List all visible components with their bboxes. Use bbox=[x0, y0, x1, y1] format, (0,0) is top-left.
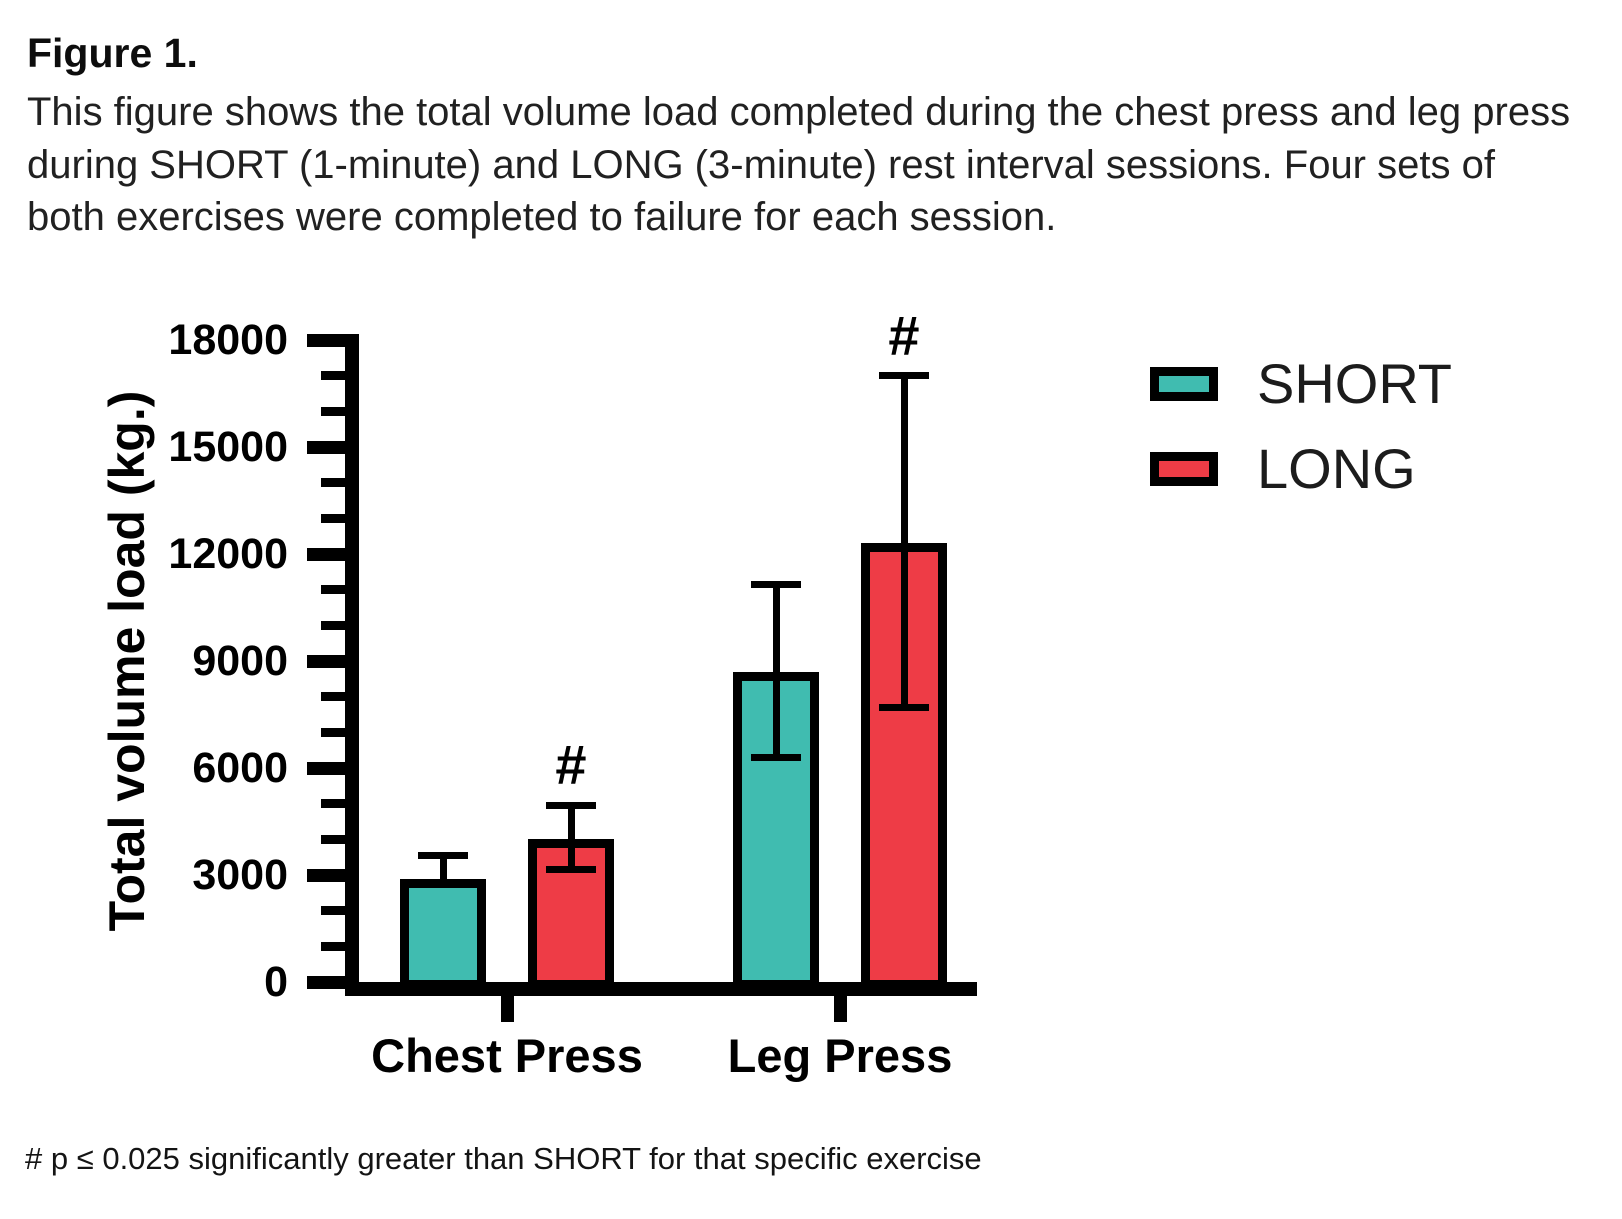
error-bar-stem-leg-press-long bbox=[900, 375, 908, 708]
bar-leg-press-long bbox=[861, 543, 947, 989]
y-axis-tick-label: 0 bbox=[264, 958, 288, 1006]
error-bar-lower-cap-leg-press-long bbox=[879, 703, 929, 711]
y-axis-minor-tick bbox=[321, 406, 347, 416]
y-axis-major-tick bbox=[307, 761, 347, 775]
significance-marker-chest-press-long: # bbox=[555, 733, 587, 797]
figure-caption: This figure shows the total volume load … bbox=[27, 90, 1571, 239]
bar-chest-press-short bbox=[400, 878, 486, 989]
error-bar-upper-cap-leg-press-long bbox=[879, 372, 929, 380]
y-axis-minor-tick bbox=[321, 513, 347, 523]
legend-label-long: LONG bbox=[1257, 437, 1416, 500]
error-bar-upper-cap-leg-press-short bbox=[751, 580, 801, 588]
y-axis-tick-label: 3000 bbox=[192, 851, 288, 899]
error-bar-stem-chest-press-long bbox=[567, 805, 575, 870]
legend-label-short: SHORT bbox=[1257, 352, 1452, 415]
y-axis-tick-label: 9000 bbox=[192, 637, 288, 685]
y-axis-minor-tick bbox=[321, 906, 347, 916]
y-axis-tick-label: 18000 bbox=[168, 316, 288, 364]
error-bar-stem-leg-press-short bbox=[772, 584, 780, 758]
x-category-label-leg-press: Leg Press bbox=[727, 1029, 953, 1082]
significance-footnote: # p ≤ 0.025 significantly greater than S… bbox=[25, 1141, 982, 1176]
error-bar-upper-cap-chest-press-long bbox=[546, 801, 596, 809]
y-axis-tick-label: 6000 bbox=[192, 744, 288, 792]
y-axis-major-tick bbox=[307, 333, 347, 347]
legend-swatch-long bbox=[1150, 452, 1218, 486]
y-axis-major-tick bbox=[307, 440, 347, 454]
y-axis-minor-tick bbox=[321, 478, 347, 488]
y-axis-minor-tick bbox=[321, 941, 347, 951]
y-axis-minor-tick bbox=[321, 585, 347, 595]
x-axis-category-tick bbox=[500, 996, 514, 1022]
x-category-label-chest-press: Chest Press bbox=[371, 1029, 643, 1082]
error-bar-lower-cap-leg-press-short bbox=[751, 753, 801, 761]
y-axis-minor-tick bbox=[321, 371, 347, 381]
error-bar-stem-chest-press-short bbox=[439, 855, 447, 879]
y-axis-major-tick bbox=[307, 975, 347, 989]
significance-marker-leg-press-long: # bbox=[888, 303, 920, 367]
error-bar-lower-cap-chest-press-long bbox=[546, 866, 596, 874]
y-axis-minor-tick bbox=[321, 620, 347, 630]
y-axis-major-tick bbox=[307, 547, 347, 561]
y-axis-tick-label: 15000 bbox=[168, 423, 288, 471]
y-axis-minor-tick bbox=[321, 834, 347, 844]
legend-swatch-short bbox=[1150, 367, 1218, 401]
y-axis-minor-tick bbox=[321, 799, 347, 809]
y-axis-spine bbox=[345, 333, 359, 996]
x-axis-category-tick bbox=[833, 996, 847, 1022]
y-axis-major-tick bbox=[307, 654, 347, 668]
y-axis-minor-tick bbox=[321, 727, 347, 737]
y-axis-tick-label: 12000 bbox=[168, 530, 288, 578]
x-axis-line bbox=[345, 982, 977, 996]
y-axis-minor-tick bbox=[321, 692, 347, 702]
error-bar-upper-cap-chest-press-short bbox=[418, 851, 468, 859]
figure-label: Figure 1. bbox=[27, 30, 198, 76]
y-axis-major-tick bbox=[307, 868, 347, 882]
